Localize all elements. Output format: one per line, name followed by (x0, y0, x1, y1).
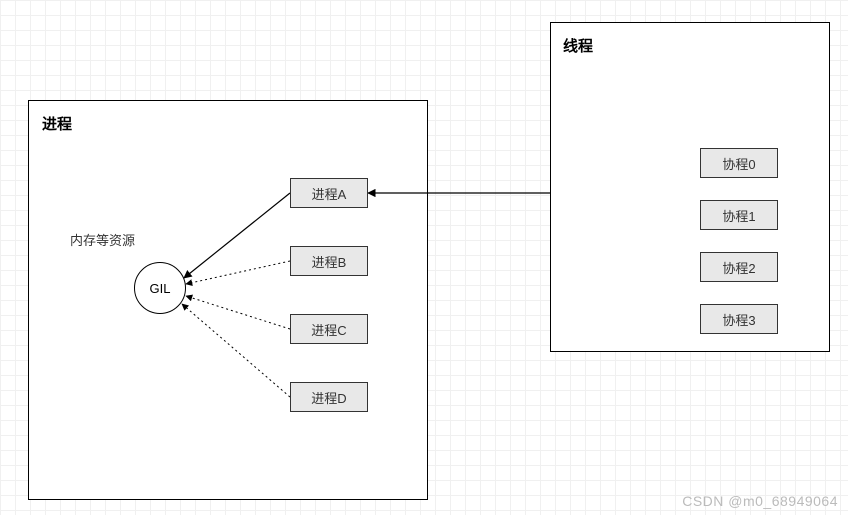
diagram-canvas: 进程 线程 GIL 内存等资源 进程A 进程B 进程C 进程D 协程0 协程1 协程2 协程… (0, 0, 848, 515)
thread-title: 线程 (563, 35, 593, 56)
gil-label: GIL (150, 281, 171, 296)
gil-node: GIL (134, 262, 186, 314)
process-title: 进程 (42, 113, 72, 134)
coroutine-node-0: 协程0 (700, 148, 778, 178)
coroutine-node-1: 协程1 (700, 200, 778, 230)
process-node-label: 进程B (312, 252, 347, 271)
coroutine-node-3: 协程3 (700, 304, 778, 334)
process-node-B: 进程B (290, 246, 368, 276)
process-node-label: 进程D (311, 388, 346, 407)
process-node-label: 进程A (312, 184, 347, 203)
coroutine-node-label: 协程1 (722, 206, 755, 225)
resource-label: 内存等资源 (70, 230, 135, 249)
process-node-C: 进程C (290, 314, 368, 344)
coroutine-node-label: 协程3 (722, 310, 755, 329)
process-container (28, 100, 428, 500)
coroutine-node-label: 协程2 (722, 258, 755, 277)
watermark: CSDN @m0_68949064 (682, 493, 838, 509)
process-node-label: 进程C (311, 320, 346, 339)
process-node-D: 进程D (290, 382, 368, 412)
process-node-A: 进程A (290, 178, 368, 208)
coroutine-node-label: 协程0 (722, 154, 755, 173)
coroutine-node-2: 协程2 (700, 252, 778, 282)
thread-container (550, 22, 830, 352)
